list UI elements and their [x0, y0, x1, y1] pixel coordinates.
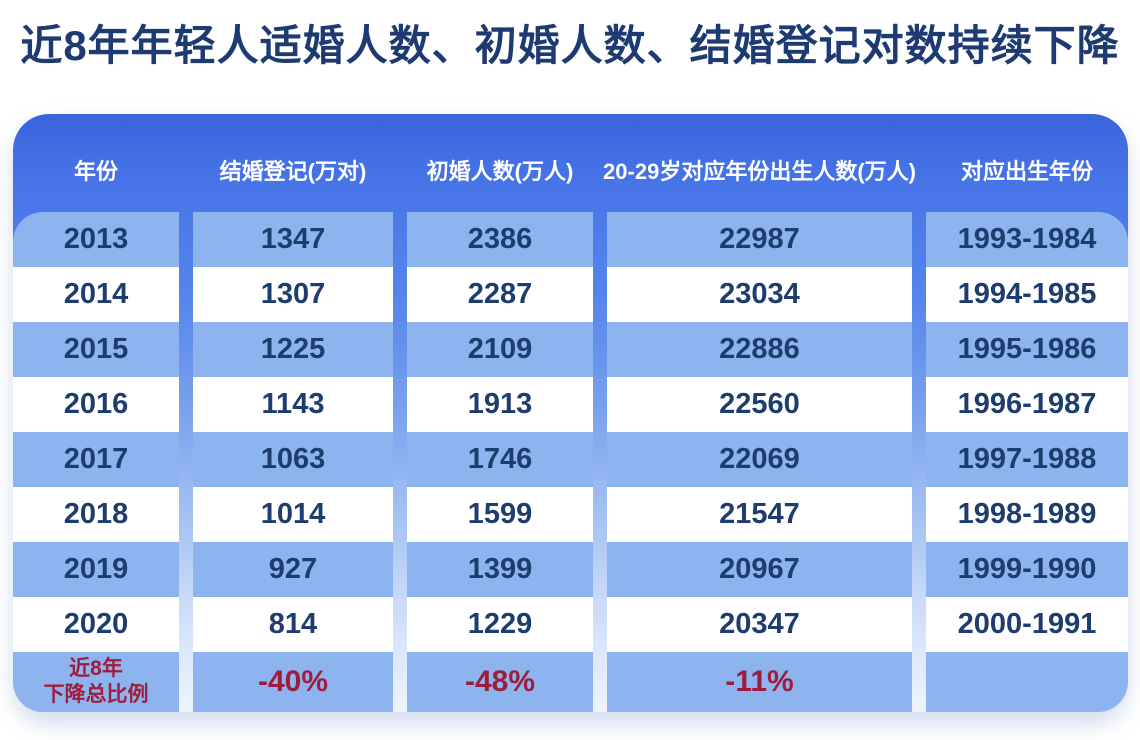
table-cell: 2018 — [13, 487, 179, 542]
table-cell: 1229 — [407, 597, 593, 652]
table-cell: 1996-1987 — [926, 377, 1128, 432]
table-cell: 2386 — [407, 212, 593, 267]
summary-cell: -48% — [407, 652, 593, 712]
column-header-marriage-registrations: 结婚登记(万对) — [219, 159, 367, 184]
table-cell: 1999-1990 — [926, 542, 1128, 597]
table-cell: 2019 — [13, 542, 179, 597]
table-cell: 1307 — [193, 267, 393, 322]
table-cell: 21547 — [607, 487, 912, 542]
table-cell: 1746 — [407, 432, 593, 487]
table-header-row: 年份 结婚登记(万对) 初婚人数(万人) 20-29岁对应年份出生人数(万人) … — [13, 114, 1128, 212]
table-cell: 1347 — [193, 212, 393, 267]
table-cell: 1994-1985 — [926, 267, 1128, 322]
table-cell: 20967 — [607, 542, 912, 597]
table-cell: 2109 — [407, 322, 593, 377]
page-title: 近8年年轻人适婚人数、初婚人数、结婚登记对数持续下降 — [20, 22, 1120, 69]
table-cell: 2287 — [407, 267, 593, 322]
table-cell: 2016 — [13, 377, 179, 432]
table-cell: 2000-1991 — [926, 597, 1128, 652]
table-cell: 1063 — [193, 432, 393, 487]
table-cell: 1993-1984 — [926, 212, 1128, 267]
column-header-first-marriages: 初婚人数(万人) — [426, 159, 574, 184]
table-cell: 20347 — [607, 597, 912, 652]
table-cell: 1997-1988 — [926, 432, 1128, 487]
table-cell: 1995-1986 — [926, 322, 1128, 377]
summary-cell-empty — [926, 652, 1128, 712]
table-cell: 1143 — [193, 377, 393, 432]
summary-cell: -40% — [193, 652, 393, 712]
summary-cell: -11% — [607, 652, 912, 712]
summary-label-line2: 下降总比例 — [43, 683, 149, 706]
table-cell: 1998-1989 — [926, 487, 1128, 542]
table-cell: 2015 — [13, 322, 179, 377]
table-cell: 1225 — [193, 322, 393, 377]
table-cell: 2013 — [13, 212, 179, 267]
table-cell: 1014 — [193, 487, 393, 542]
table-cell: 2020 — [13, 597, 179, 652]
table-cell: 1913 — [407, 377, 593, 432]
table-cell: 1399 — [407, 542, 593, 597]
summary-label-line1: 近8年 — [69, 657, 123, 681]
table-cell: 22560 — [607, 377, 912, 432]
table-cell: 2014 — [13, 267, 179, 322]
column-header-births: 20-29岁对应年份出生人数(万人) — [603, 159, 916, 184]
table-cell: 1599 — [407, 487, 593, 542]
table-body: 2013 1347 2386 22987 1993-1984 2014 1307… — [13, 212, 1128, 712]
table-cell: 927 — [193, 542, 393, 597]
table-cell: 814 — [193, 597, 393, 652]
table-cell: 22069 — [607, 432, 912, 487]
statistics-table: 年份 结婚登记(万对) 初婚人数(万人) 20-29岁对应年份出生人数(万人) … — [13, 114, 1128, 712]
table-cell: 22886 — [607, 322, 912, 377]
column-header-year: 年份 — [73, 159, 118, 184]
column-header-birth-years: 对应出生年份 — [960, 159, 1093, 184]
table-cell: 2017 — [13, 432, 179, 487]
table-cell: 22987 — [607, 212, 912, 267]
table-cell: 23034 — [607, 267, 912, 322]
summary-row-label: 近8年 下降总比例 — [13, 652, 179, 712]
